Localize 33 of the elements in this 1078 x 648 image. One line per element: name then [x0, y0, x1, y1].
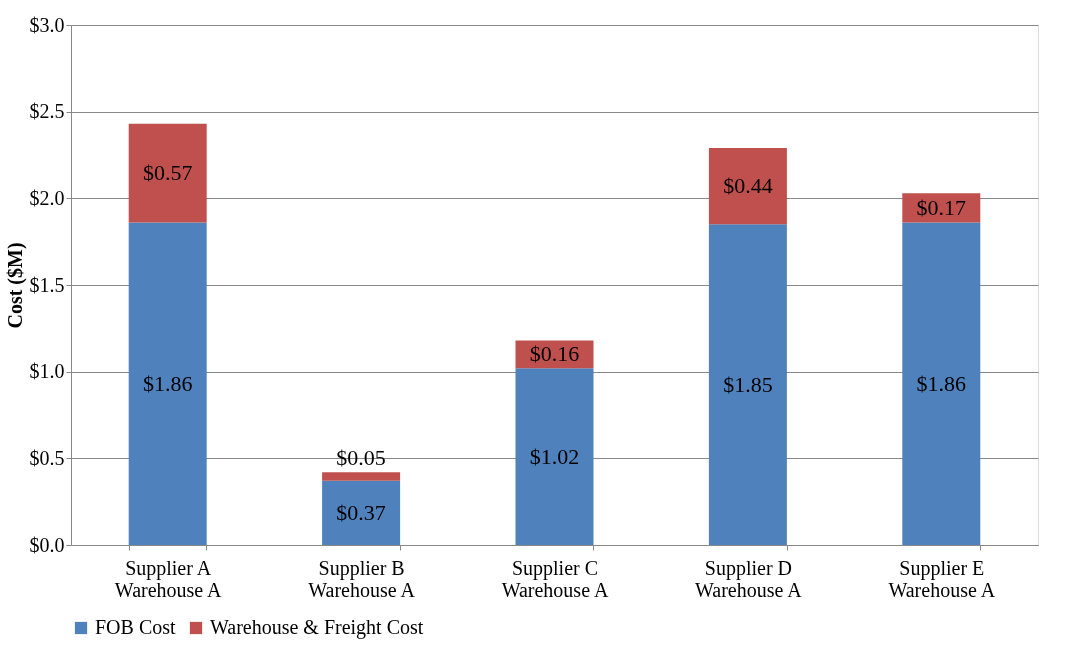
bar	[322, 480, 401, 545]
legend-label: FOB Cost	[95, 616, 177, 638]
y-tick-label: $1.0	[29, 360, 65, 383]
data-label: $0.57	[142, 160, 193, 186]
y-tick-label: $2.5	[29, 100, 65, 123]
legend-label: Warehouse & Freight Cost	[210, 616, 424, 639]
bar	[322, 472, 401, 481]
y-axis-title: Cost ($M)	[3, 242, 27, 329]
x-tick-label: Supplier D Warehouse A	[695, 556, 803, 601]
y-tick-label: $2.0	[29, 186, 65, 209]
data-label: $0.05	[336, 445, 386, 471]
bar	[708, 224, 787, 545]
bar	[128, 123, 207, 223]
x-tick-label: Supplier B Warehouse A	[308, 556, 416, 601]
data-label: $0.44	[723, 173, 773, 199]
x-tick-label: Supplier E Warehouse A	[888, 556, 996, 601]
bar	[515, 368, 594, 545]
data-label: $1.85	[723, 371, 773, 397]
y-tick-label: $0.0	[29, 533, 65, 556]
data-label: $0.16	[529, 341, 580, 367]
x-tick-label: Supplier C Warehouse A	[501, 556, 609, 601]
bar	[902, 222, 981, 545]
data-label: $1.86	[142, 370, 193, 396]
data-label: $0.17	[916, 194, 967, 220]
x-tick-label: Supplier A Warehouse A	[114, 556, 223, 601]
y-tick-label: $0.5	[29, 446, 65, 469]
y-tick-label: $3.0	[29, 13, 65, 36]
y-tick-label: $1.5	[29, 273, 65, 296]
bar	[128, 222, 207, 545]
data-label: $1.86	[916, 370, 967, 396]
bar	[708, 148, 787, 225]
data-label: $0.37	[336, 499, 386, 525]
data-label: $1.02	[529, 443, 580, 469]
